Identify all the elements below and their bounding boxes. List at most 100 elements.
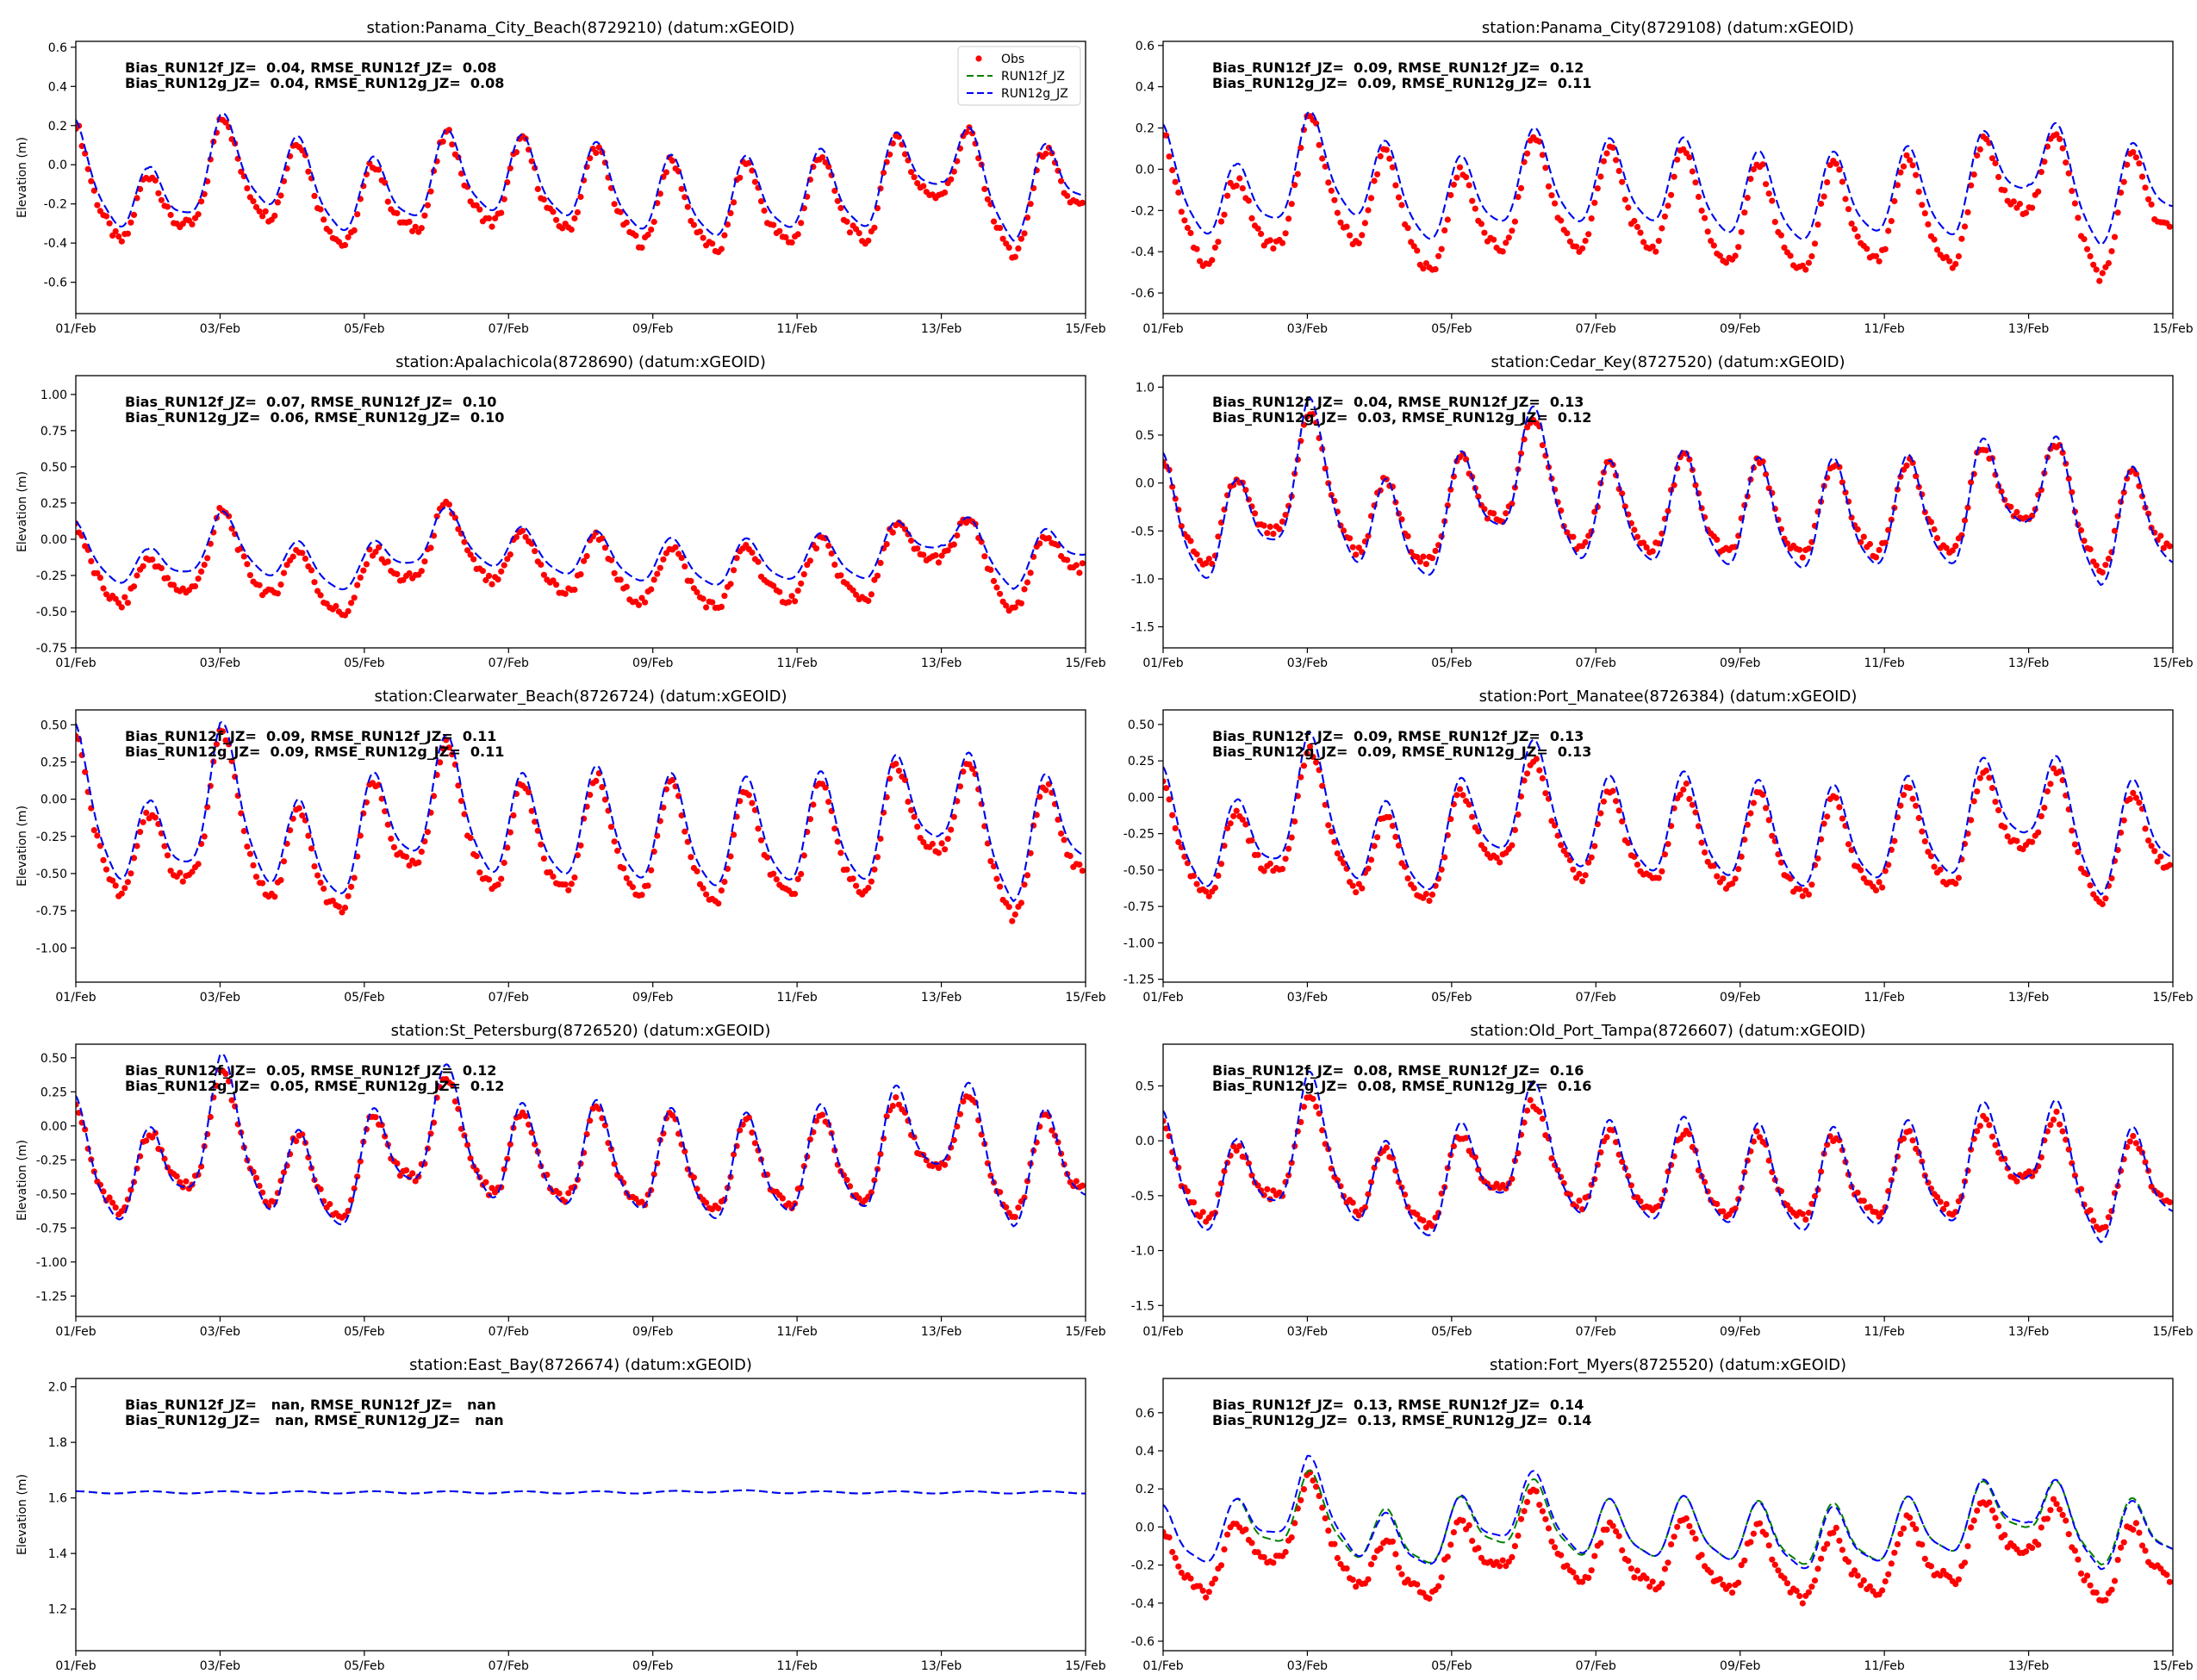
obs-point (1897, 473, 1904, 480)
obs-point (2029, 513, 2036, 520)
obs-point (341, 905, 349, 912)
obs-point (1291, 1520, 1298, 1527)
x-tick-label: 01/Feb (55, 991, 96, 1005)
obs-point (1649, 1578, 1656, 1585)
obs-point (1702, 215, 1708, 221)
obs-point (2111, 1577, 2119, 1584)
obs-point (354, 582, 361, 588)
obs-point (1907, 785, 1914, 792)
obs-point (819, 154, 826, 161)
y-tick-label: -0.50 (1123, 864, 1155, 878)
obs-point (394, 209, 401, 217)
obs-point (700, 885, 706, 892)
obs-point (1536, 138, 1543, 145)
obs-point (1024, 579, 1031, 586)
obs-point (1710, 242, 1717, 249)
x-tick-label: 15/Feb (1065, 991, 1105, 1005)
obs-point (1233, 1147, 1240, 1154)
obs-point (694, 588, 700, 596)
station-panel: station:Apalachicola(8728690) (datum:xGE… (16, 353, 1106, 670)
obs-point (1927, 1563, 1934, 1570)
obs-point (1992, 799, 1999, 806)
obs-point (571, 586, 578, 594)
obs-point (1420, 265, 1427, 272)
obs-point (88, 177, 95, 184)
obs-point (1961, 1559, 1969, 1566)
run12f-series-line (1163, 110, 2173, 246)
obs-point (1322, 801, 1329, 808)
obs-point (1285, 215, 1292, 222)
obs-point (1564, 851, 1571, 858)
obs-point (532, 818, 538, 825)
obs-point (1217, 1562, 1225, 1569)
obs-point (2059, 145, 2066, 152)
obs-point (2084, 246, 2091, 252)
obs-point (1374, 171, 1381, 177)
y-tick-label: -0.2 (1131, 204, 1155, 218)
obs-point (1564, 1562, 1571, 1569)
obs-point (2136, 482, 2143, 489)
obs-point (341, 241, 349, 249)
obs-point (1689, 168, 1696, 175)
obs-point (868, 878, 875, 885)
obs-point (635, 601, 643, 608)
obs-point (1270, 1559, 1277, 1566)
obs-point (2063, 1517, 2069, 1524)
obs-point (302, 555, 308, 563)
obs-point (1808, 881, 1815, 888)
x-tick-label: 09/Feb (1720, 991, 1760, 1005)
obs-point (1478, 221, 1484, 227)
obs-point (1619, 818, 1626, 825)
obs-point (1756, 1134, 1764, 1141)
obs-point (718, 887, 725, 894)
obs-point (277, 877, 284, 884)
obs-point (348, 600, 355, 607)
y-tick-label: 0.6 (48, 41, 67, 55)
obs-point (593, 149, 600, 157)
obs-point (1796, 546, 1803, 553)
obs-point (960, 768, 967, 775)
panel-title: station:St_Petersburg(8726520) (datum:xG… (391, 1022, 771, 1040)
stats-annotation: Bias_RUN12f_JZ= 0.13, RMSE_RUN12f_JZ= 0.… (1212, 1397, 1584, 1413)
obs-point (470, 556, 477, 563)
y-tick-label: -0.75 (36, 905, 67, 918)
obs-point (378, 1122, 385, 1129)
obs-point (161, 843, 168, 849)
obs-point (1347, 535, 1354, 542)
station-panel: station:East_Bay(8726674) (datum:xGEOID)… (16, 1356, 1106, 1673)
obs-point (103, 213, 110, 220)
obs-point (1251, 510, 1259, 517)
obs-point (250, 862, 257, 869)
obs-point (94, 202, 101, 208)
obs-point (1836, 464, 1843, 470)
obs-point (262, 208, 269, 215)
obs-point (357, 574, 364, 582)
obs-point (1533, 1488, 1540, 1495)
obs-point (2004, 833, 2011, 840)
obs-point (1787, 252, 1794, 259)
obs-point (96, 575, 103, 582)
obs-point (694, 1185, 700, 1192)
x-tick-label: 13/Feb (921, 322, 962, 336)
x-tick-label: 09/Feb (632, 1659, 673, 1673)
obs-point (938, 840, 945, 847)
obs-point (317, 592, 324, 599)
obs-point (1597, 173, 1604, 180)
obs-point (1524, 1498, 1531, 1505)
obs-point (1428, 891, 1436, 898)
obs-point (2142, 184, 2149, 191)
obs-point (473, 853, 480, 860)
obs-point (2136, 800, 2143, 806)
obs-point (1548, 1154, 1555, 1162)
obs-point (2071, 1172, 2078, 1179)
obs-point (1463, 174, 1470, 181)
obs-point (724, 865, 731, 873)
obs-point (2105, 555, 2112, 563)
obs-point (850, 875, 856, 882)
obs-point (1750, 165, 1757, 173)
obs-point (351, 1185, 358, 1192)
obs-point (2142, 1547, 2149, 1554)
obs-point (1597, 810, 1604, 817)
y-tick-label: -0.50 (36, 606, 67, 619)
